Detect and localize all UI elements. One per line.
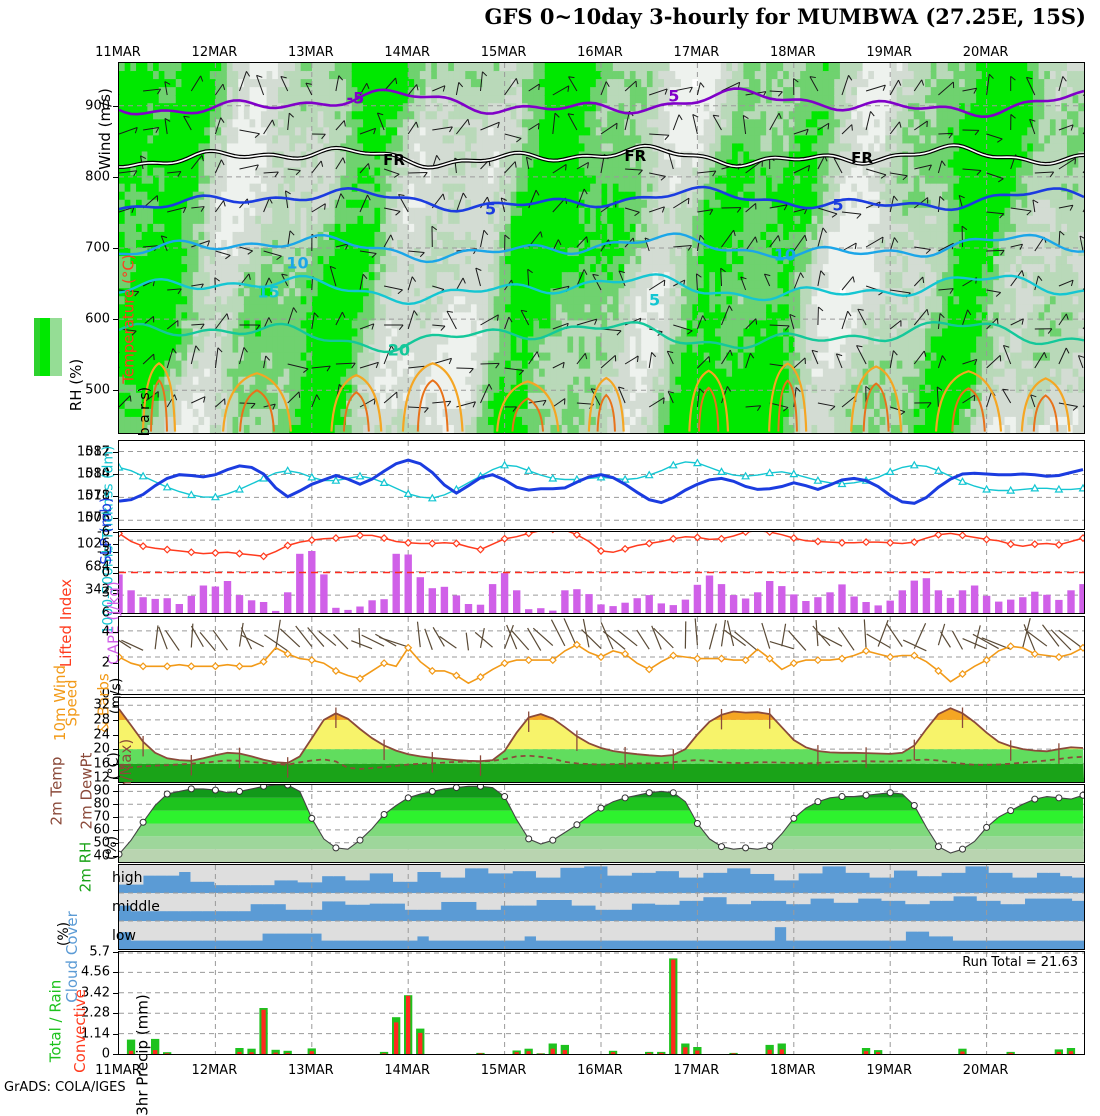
contour-label-10-8: 10 <box>774 246 796 265</box>
time-label-14mar: 14MAR <box>384 1063 430 1078</box>
time-label-16mar: 16MAR <box>577 1063 623 1078</box>
time-label-15mar: 15MAR <box>481 45 527 60</box>
y-tick-mark <box>113 567 118 568</box>
footer-credit: GrADS: COLA/IGES <box>4 1080 126 1095</box>
y-tick-mark <box>113 817 118 818</box>
contour-label-5-5: 5 <box>485 200 496 219</box>
time-label-20mar: 20MAR <box>963 45 1009 60</box>
y-tick-mark <box>113 1013 118 1014</box>
time-label-14mar: 14MAR <box>384 45 430 60</box>
time-label-18mar: 18MAR <box>770 1063 816 1078</box>
contour-label-fr-4: FR <box>851 149 873 167</box>
rh-2m-panel[interactable] <box>118 784 1085 863</box>
time-label-19mar: 19MAR <box>866 1063 912 1078</box>
contour-label-5-6: 5 <box>832 196 843 215</box>
time-label-17mar: 17MAR <box>674 45 720 60</box>
precip-unit-label: 3hr Precip (mm) <box>82 1046 203 1064</box>
time-label-11mar: 11MAR <box>95 45 141 60</box>
legend-rh-swatch <box>34 318 62 376</box>
time-label-17mar: 17MAR <box>674 1063 720 1078</box>
y-tick-mark <box>113 532 118 533</box>
contour-label-10-7: 10 <box>286 253 308 272</box>
legend-rh-label: RH (%) <box>50 376 102 394</box>
contour-label--5-0: -5 <box>347 89 365 108</box>
rh-unit-label: (%) <box>100 838 124 856</box>
page-title: GFS 0~10day 3-hourly for MUMBWA (27.25E,… <box>0 4 1086 29</box>
y-tick: 684 <box>85 559 110 574</box>
time-label-16mar: 16MAR <box>577 45 623 60</box>
y-tick: 32 <box>93 698 110 713</box>
contour-label-15-9: 15 <box>257 283 279 302</box>
y-tick: 4.56 <box>81 965 110 980</box>
y-tick-mark <box>113 972 118 973</box>
y-tick-mark <box>113 993 118 994</box>
y-tick-mark <box>113 632 118 633</box>
contour-label-20-11: 20 <box>388 340 410 359</box>
contour-label-5-10: 5 <box>649 290 660 309</box>
precip-convective-label: Convective <box>38 1022 122 1040</box>
y-tick-mark <box>113 552 118 553</box>
y-tick-mark <box>113 952 118 953</box>
cloud-unit-label: (%) <box>52 924 76 942</box>
y-tick: 4 <box>102 625 110 640</box>
y-tick: 700 <box>85 241 110 256</box>
cloud-cover-panel[interactable] <box>118 864 1085 950</box>
precip-panel[interactable]: Run Total = 21.63 <box>118 951 1085 1055</box>
y-tick-mark <box>113 390 118 391</box>
contour-label-fr-3: FR <box>624 147 646 165</box>
time-label-13mar: 13MAR <box>288 45 334 60</box>
contour-label-fr-2: FR <box>383 151 405 169</box>
y-tick-mark <box>113 248 118 249</box>
time-label-11mar: 11MAR <box>95 1063 141 1078</box>
y-tick-mark <box>113 720 118 721</box>
cape-lifted-index-panel[interactable] <box>118 531 1085 614</box>
y-tick: 2 <box>102 656 110 671</box>
legend-wind-label: Wind (m/s) <box>64 120 146 138</box>
time-label-18mar: 18MAR <box>770 45 816 60</box>
contour-label-5-1: 5 <box>668 87 679 106</box>
time-label-12mar: 12MAR <box>192 1063 238 1078</box>
y-tick-mark <box>113 544 118 545</box>
y-tick: 1026 <box>77 536 110 551</box>
temp-dewpoint-2m-panel[interactable] <box>118 697 1085 783</box>
y-tick-mark <box>113 705 118 706</box>
time-label-20mar: 20MAR <box>963 1063 1009 1078</box>
upper-air-cross-section[interactable]: -5 5 FR FR FR 5 5 10 10 15 5 20 <box>118 62 1085 434</box>
time-label-19mar: 19MAR <box>866 45 912 60</box>
y-tick: 28 <box>93 712 110 727</box>
y-tick-mark <box>113 573 118 574</box>
time-label-12mar: 12MAR <box>192 45 238 60</box>
temp-unit-label: (°C) <box>100 756 128 774</box>
wind-10m-panel[interactable] <box>118 616 1085 695</box>
y-tick: 800 <box>85 169 110 184</box>
y-tick-mark <box>113 177 118 178</box>
y-tick: 5.7 <box>89 945 110 960</box>
rh-axis-label: 2m RH <box>60 858 111 876</box>
y-tick-mark <box>113 804 118 805</box>
legend-temperature-label: Temperature (°C) <box>64 310 193 328</box>
y-tick-mark <box>113 663 118 664</box>
time-label-15mar: 15MAR <box>481 1063 527 1078</box>
y-tick-mark <box>113 830 118 831</box>
time-label-13mar: 13MAR <box>288 1063 334 1078</box>
slp-thickness-panel[interactable] <box>118 440 1085 530</box>
y-tick-mark <box>113 735 118 736</box>
y-tick-mark <box>113 791 118 792</box>
y-tick: 24 <box>93 727 110 742</box>
run-total-label: Run Total = 21.63 <box>962 955 1078 970</box>
